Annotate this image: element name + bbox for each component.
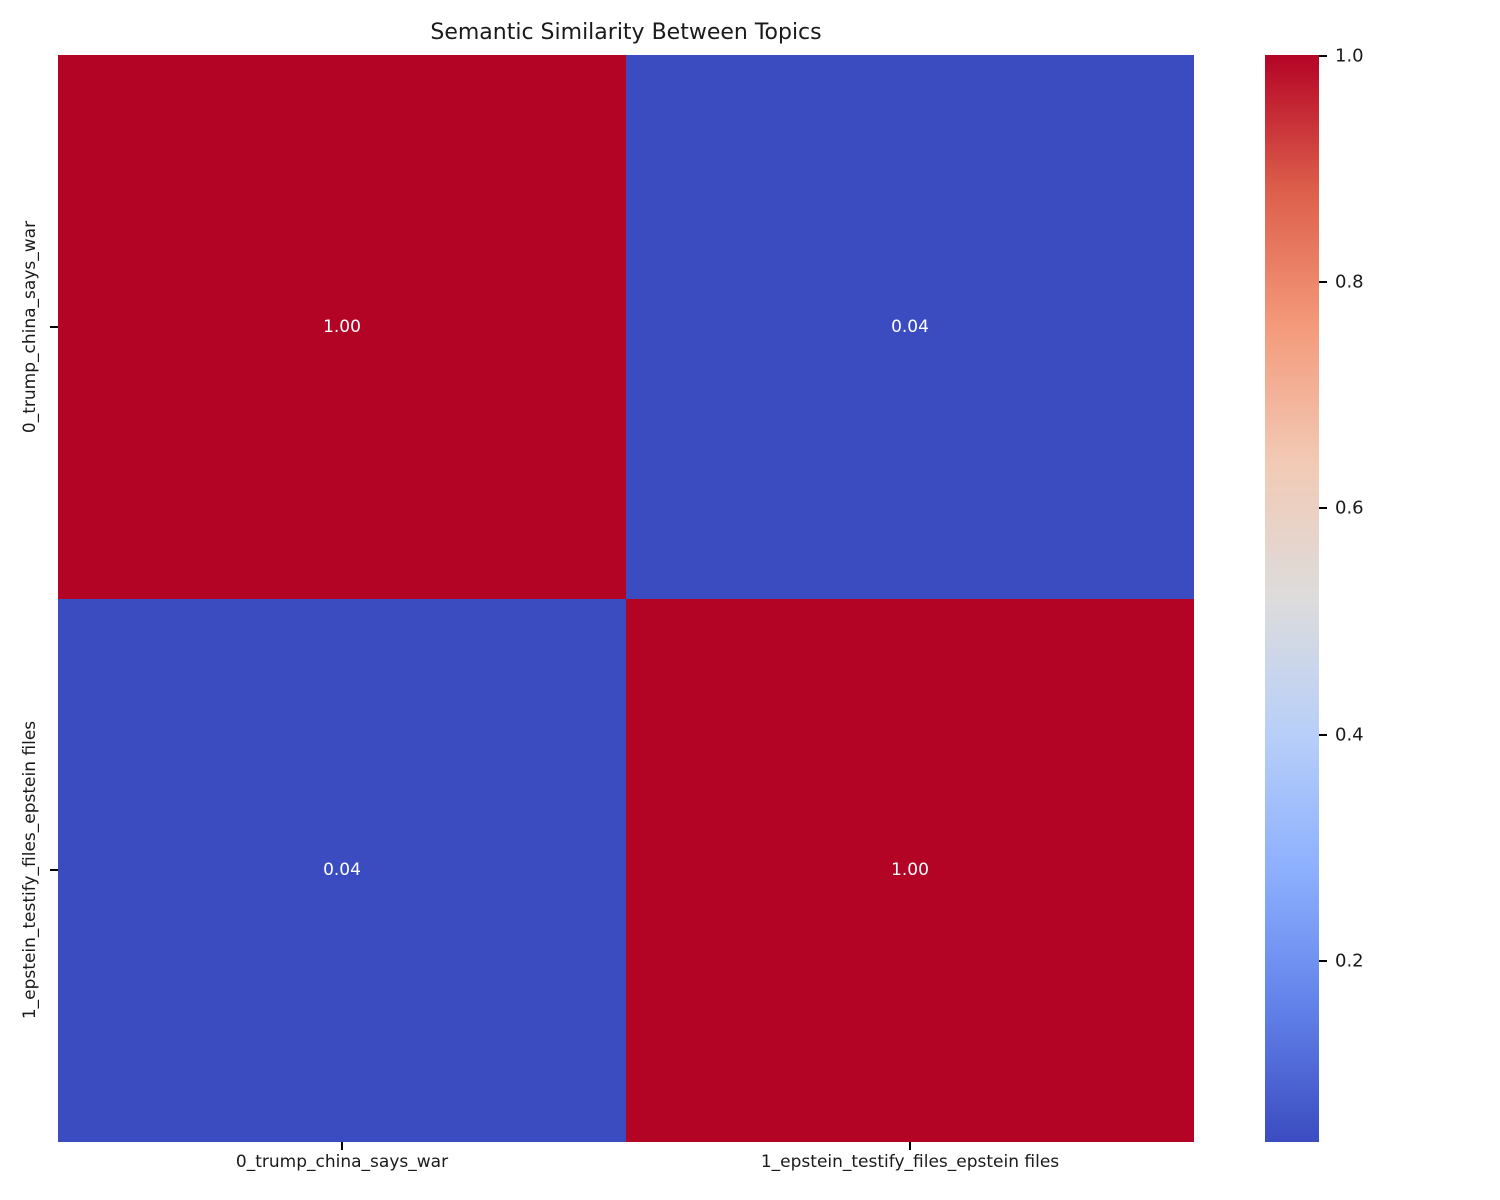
chart-title: Semantic Similarity Between Topics xyxy=(430,20,822,45)
colorbar-tick-label: 1.0 xyxy=(1335,45,1364,67)
colorbar-tick-label: 0.8 xyxy=(1335,271,1364,293)
colorbar-tick xyxy=(1319,960,1327,962)
cell-value: 1.00 xyxy=(323,316,361,337)
y-axis-tick xyxy=(50,326,58,328)
cell-value: 0.04 xyxy=(891,316,929,337)
heatmap-cell: 1.00 xyxy=(58,55,626,599)
heatmap-grid: 1.00 0.04 0.04 1.00 xyxy=(58,55,1194,1142)
y-tick-label-row0: 0_trump_china_says_war xyxy=(20,220,40,434)
cell-value: 0.04 xyxy=(323,860,361,881)
heatmap-cell: 0.04 xyxy=(58,598,626,1142)
colorbar-tick xyxy=(1319,281,1327,283)
colorbar-tick-label: 0.6 xyxy=(1335,497,1364,519)
cell-value: 1.00 xyxy=(891,860,929,881)
colorbar-tick xyxy=(1319,507,1327,509)
heatmap-cell: 0.04 xyxy=(626,55,1194,599)
x-tick-label-col0: 0_trump_china_says_war xyxy=(235,1152,449,1172)
x-axis-tick xyxy=(341,1142,343,1150)
y-tick-label-row1: 1_epstein_testify_files_epstein files xyxy=(20,720,40,1020)
y-axis-tick xyxy=(50,869,58,871)
colorbar-tick xyxy=(1319,55,1327,57)
x-axis-tick xyxy=(909,1142,911,1150)
colorbar-tick xyxy=(1319,734,1327,736)
x-tick-label-col1: 1_epstein_testify_files_epstein files xyxy=(760,1152,1060,1172)
colorbar-tick-label: 0.2 xyxy=(1335,950,1364,972)
colorbar xyxy=(1265,55,1319,1142)
colorbar-tick-label: 0.4 xyxy=(1335,724,1364,746)
heatmap-cell: 1.00 xyxy=(626,598,1194,1142)
